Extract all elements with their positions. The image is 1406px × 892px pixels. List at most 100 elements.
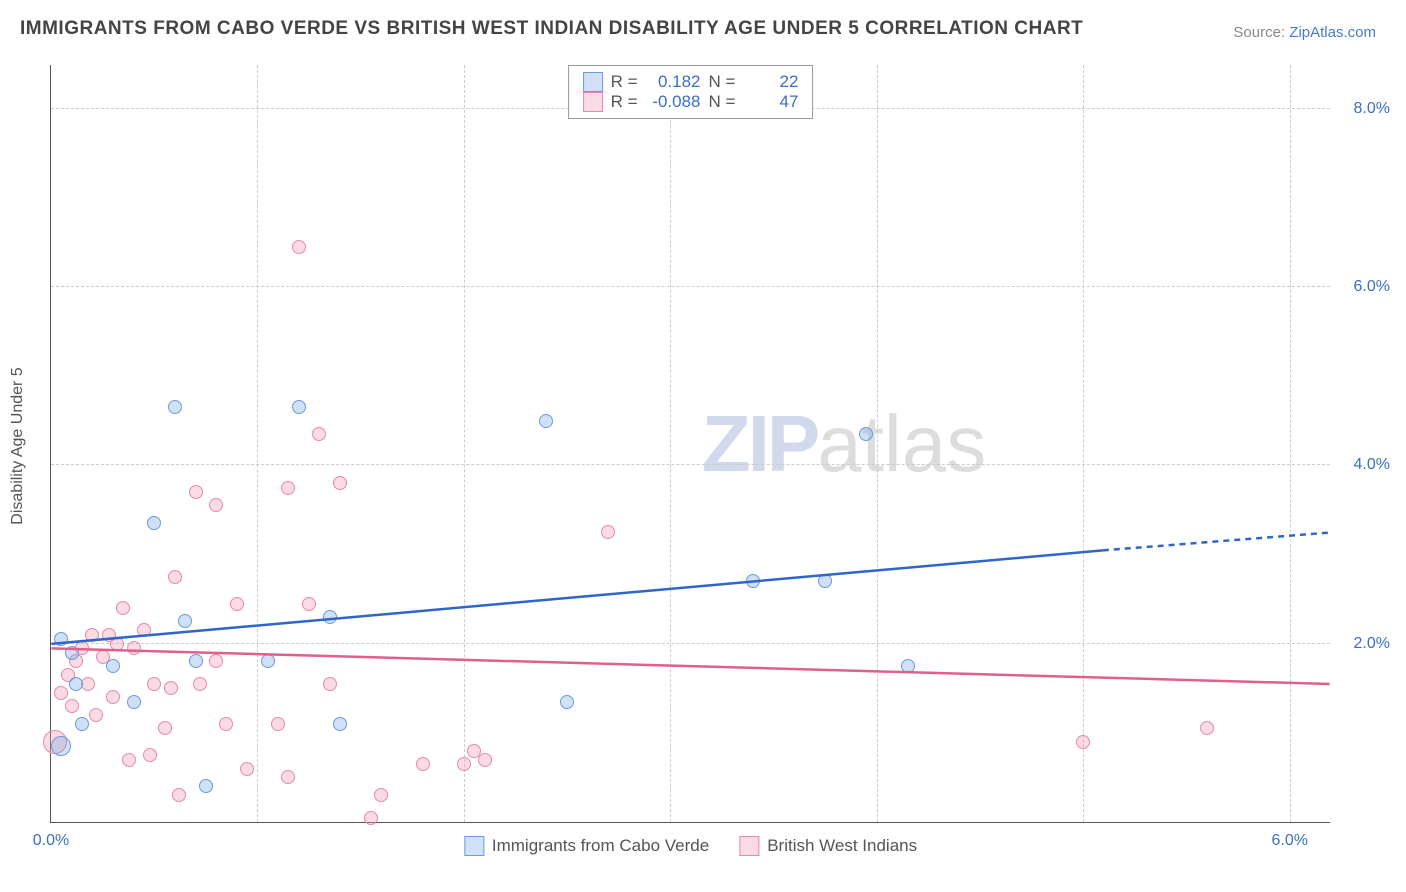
data-point	[292, 240, 306, 254]
data-point	[89, 708, 103, 722]
scatter-plot-area: ZIPatlas R = 0.182 N = 22 R = -0.088 N =…	[50, 65, 1330, 823]
x-tick-label: 6.0%	[1271, 832, 1307, 850]
gridline-h	[51, 643, 1330, 644]
y-tick-label: 8.0%	[1354, 100, 1390, 118]
data-point	[110, 637, 124, 651]
data-point	[601, 525, 615, 539]
data-point	[457, 757, 471, 771]
data-point	[292, 400, 306, 414]
gridline-v	[670, 65, 671, 822]
data-point	[539, 414, 553, 428]
r-value-bwi: -0.088	[646, 92, 701, 112]
x-tick-label: 0.0%	[33, 832, 69, 850]
n-value-bwi: 47	[743, 92, 798, 112]
legend-row-cabo: R = 0.182 N = 22	[583, 72, 799, 92]
legend-row-bwi: R = -0.088 N = 47	[583, 92, 799, 112]
gridline-v	[464, 65, 465, 822]
source-attribution: Source: ZipAtlas.com	[1233, 24, 1376, 41]
data-point	[81, 677, 95, 691]
data-point	[65, 699, 79, 713]
data-point	[172, 788, 186, 802]
data-point	[147, 516, 161, 530]
data-point	[281, 481, 295, 495]
data-point	[209, 654, 223, 668]
data-point	[168, 400, 182, 414]
data-point	[127, 641, 141, 655]
swatch-bwi-icon	[739, 836, 759, 856]
data-point	[374, 788, 388, 802]
data-point	[106, 690, 120, 704]
series-legend: Immigrants from Cabo Verde British West …	[464, 836, 917, 856]
data-point	[323, 677, 337, 691]
gridline-v	[257, 65, 258, 822]
data-point	[240, 762, 254, 776]
n-label: N =	[709, 72, 736, 92]
r-label: R =	[611, 92, 638, 112]
data-point	[323, 610, 337, 624]
gridline-v	[877, 65, 878, 822]
legend-label-cabo: Immigrants from Cabo Verde	[492, 836, 709, 856]
data-point	[219, 717, 233, 731]
data-point	[51, 736, 71, 756]
y-axis-label: Disability Age Under 5	[9, 367, 27, 524]
gridline-h	[51, 464, 1330, 465]
data-point	[199, 779, 213, 793]
data-point	[122, 753, 136, 767]
data-point	[859, 427, 873, 441]
data-point	[54, 632, 68, 646]
gridline-v	[1290, 65, 1291, 822]
y-tick-label: 2.0%	[1354, 635, 1390, 653]
data-point	[189, 654, 203, 668]
correlation-legend: R = 0.182 N = 22 R = -0.088 N = 47	[568, 65, 814, 119]
data-point	[271, 717, 285, 731]
data-point	[127, 695, 141, 709]
data-point	[333, 476, 347, 490]
data-point	[364, 811, 378, 825]
data-point	[560, 695, 574, 709]
data-point	[106, 659, 120, 673]
source-label: Source:	[1233, 24, 1285, 41]
data-point	[261, 654, 275, 668]
data-point	[1076, 735, 1090, 749]
y-tick-label: 4.0%	[1354, 456, 1390, 474]
data-point	[416, 757, 430, 771]
data-point	[312, 427, 326, 441]
data-point	[230, 597, 244, 611]
data-point	[65, 646, 79, 660]
gridline-v	[1083, 65, 1084, 822]
data-point	[116, 601, 130, 615]
legend-label-bwi: British West Indians	[767, 836, 917, 856]
data-point	[147, 677, 161, 691]
trend-lines-layer	[51, 65, 1330, 822]
r-label: R =	[611, 72, 638, 92]
data-point	[209, 498, 223, 512]
data-point	[193, 677, 207, 691]
data-point	[158, 721, 172, 735]
data-point	[746, 574, 760, 588]
data-point	[189, 485, 203, 499]
data-point	[178, 614, 192, 628]
data-point	[75, 717, 89, 731]
data-point	[85, 628, 99, 642]
data-point	[1200, 721, 1214, 735]
y-tick-label: 6.0%	[1354, 278, 1390, 296]
gridline-h	[51, 286, 1330, 287]
swatch-bwi	[583, 92, 603, 112]
watermark-zip: ZIP	[702, 399, 817, 488]
n-label: N =	[709, 92, 736, 112]
data-point	[302, 597, 316, 611]
data-point	[901, 659, 915, 673]
data-point	[143, 748, 157, 762]
data-point	[478, 753, 492, 767]
legend-item-cabo: Immigrants from Cabo Verde	[464, 836, 709, 856]
r-value-cabo: 0.182	[646, 72, 701, 92]
data-point	[69, 677, 83, 691]
data-point	[818, 574, 832, 588]
swatch-cabo-icon	[464, 836, 484, 856]
chart-title: IMMIGRANTS FROM CABO VERDE VS BRITISH WE…	[20, 18, 1083, 40]
swatch-cabo	[583, 72, 603, 92]
data-point	[164, 681, 178, 695]
watermark-atlas: atlas	[817, 399, 986, 488]
source-link[interactable]: ZipAtlas.com	[1289, 24, 1376, 41]
data-point	[54, 686, 68, 700]
